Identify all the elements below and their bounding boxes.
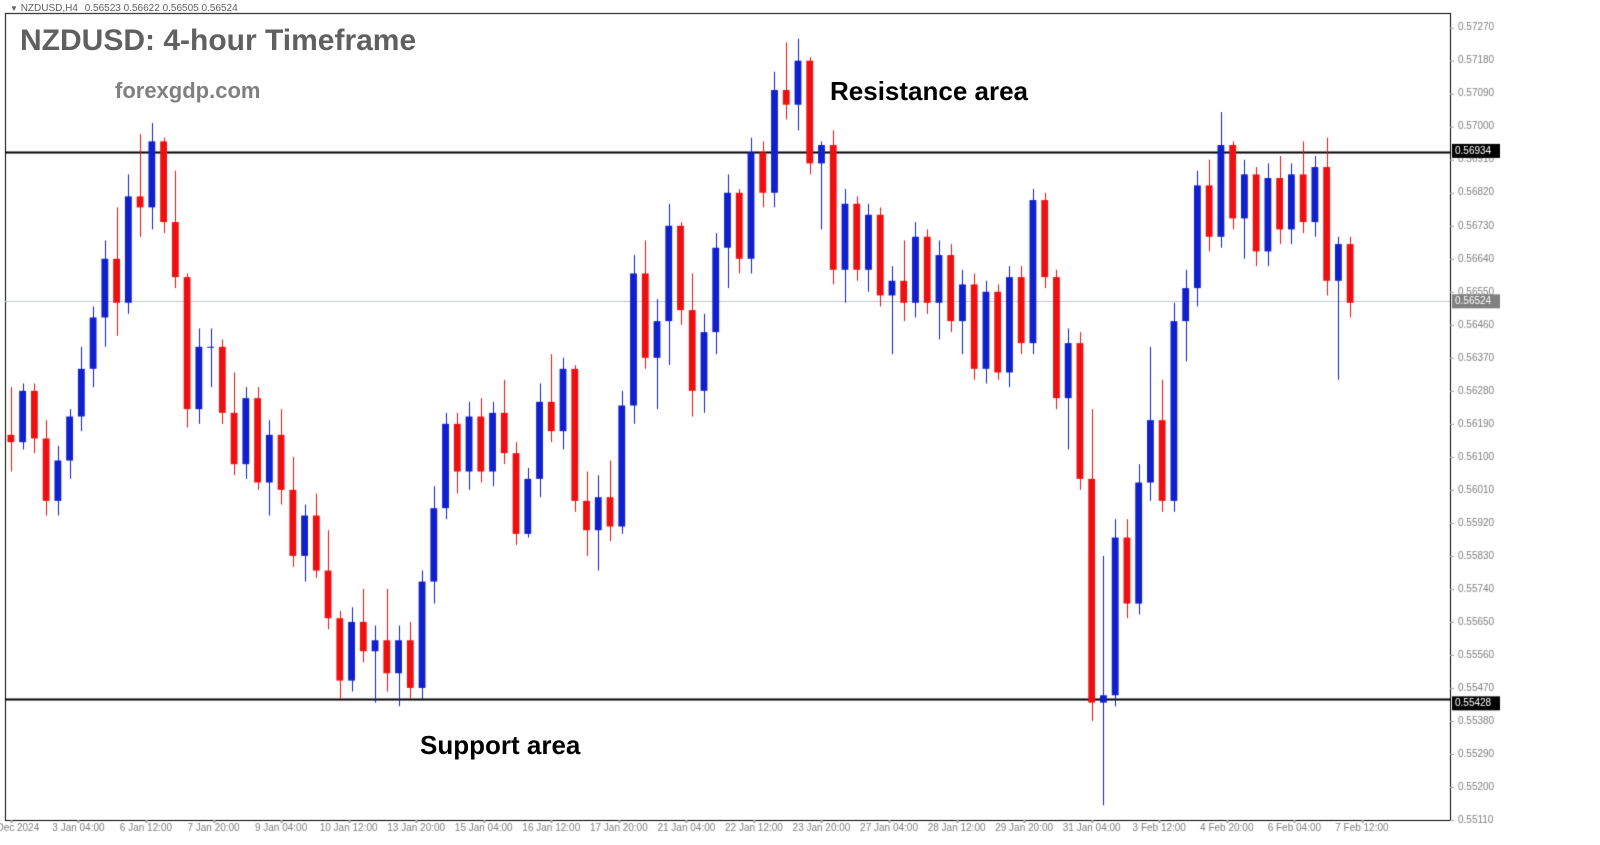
chart-container: ▼ NZDUSD,H4 0.56523 0.56622 0.56505 0.56… xyxy=(0,0,1600,845)
support-label: Support area xyxy=(420,730,580,761)
chart-header: ▼ NZDUSD,H4 0.56523 0.56622 0.56505 0.56… xyxy=(10,3,238,14)
watermark: forexgdp.com xyxy=(115,78,260,104)
chart-title: NZDUSD: 4-hour Timeframe xyxy=(20,24,416,58)
candlestick-chart xyxy=(0,0,1600,845)
symbol-label: NZDUSD,H4 xyxy=(21,3,78,14)
ohlc-label: 0.56523 0.56622 0.56505 0.56524 xyxy=(85,3,238,14)
resistance-label: Resistance area xyxy=(830,76,1028,107)
